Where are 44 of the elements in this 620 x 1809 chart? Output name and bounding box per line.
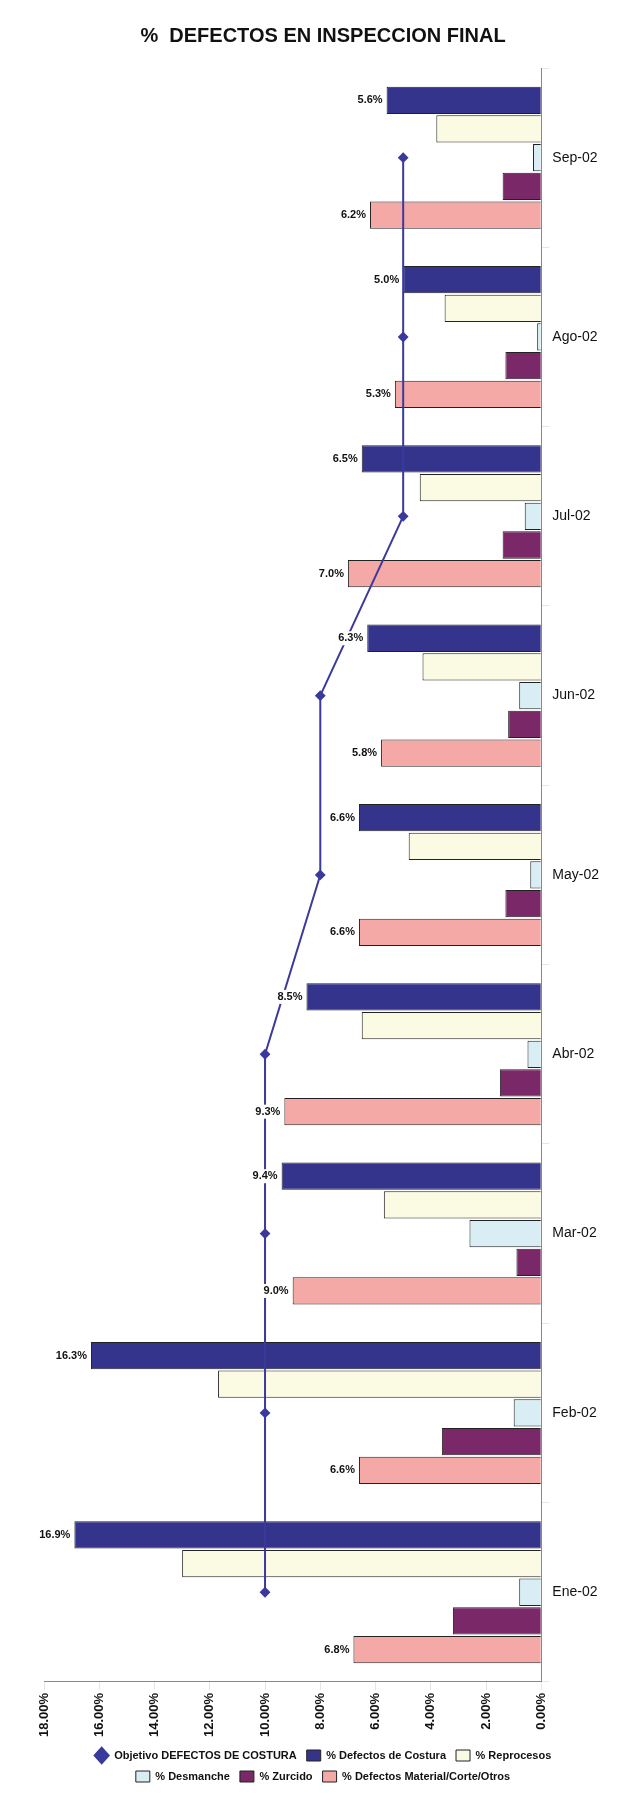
data-label: 8.5% (277, 989, 303, 1002)
data-label: 16.9% (39, 1527, 71, 1540)
data-label: 5.8% (351, 746, 378, 759)
y-tick-label: Jun-02 (552, 686, 596, 703)
data-label: 6.6% (329, 810, 356, 823)
y-tick-label: Abr-02 (552, 1045, 595, 1062)
data-label: 6.5% (332, 451, 358, 464)
y-tick-label: Sep-02 (552, 148, 598, 165)
data-label: 9.3% (255, 1104, 281, 1117)
data-label: 6.6% (329, 1463, 356, 1476)
data-label: 7.0% (318, 566, 345, 579)
legend-label: % Defectos de Costura (326, 1748, 447, 1761)
data-label: 9.0% (263, 1284, 289, 1297)
data-label: 16.3% (55, 1348, 88, 1361)
data-label: 6.8% (324, 1642, 350, 1655)
x-tick-label: 6.00% (367, 1692, 383, 1730)
legend-label: % Defectos Material/Corte/Otros (342, 1769, 511, 1782)
x-tick-label: 12.00% (201, 1692, 217, 1737)
data-label: 6.2% (340, 208, 367, 221)
x-tick-label: 2.00% (477, 1692, 493, 1730)
data-label: 6.6% (329, 925, 356, 938)
x-tick-label: 8.00% (311, 1692, 327, 1730)
x-tick-label: 16.00% (90, 1692, 106, 1737)
data-label: 5.6% (357, 93, 383, 106)
legend-label: % Desmanche (155, 1769, 230, 1782)
y-tick-label: Feb-02 (552, 1403, 597, 1420)
data-label: 5.0% (374, 272, 400, 285)
y-tick-label: Ago-02 (552, 327, 598, 344)
y-tick-label: Ene-02 (552, 1583, 598, 1600)
y-tick-label: Jul-02 (552, 507, 591, 524)
data-label: 6.3% (338, 631, 364, 644)
x-tick-label: 10.00% (256, 1692, 272, 1737)
legend-label: % Zurcido (259, 1769, 313, 1782)
x-tick-label: 14.00% (146, 1692, 162, 1737)
chart-title: % DEFECTOS EN INSPECCION FINAL (140, 23, 506, 46)
data-label: 5.3% (365, 387, 392, 400)
legend-label: % Reprocesos (475, 1748, 552, 1761)
x-tick-label: 18.00% (35, 1692, 51, 1737)
y-tick-label: Mar-02 (552, 1224, 597, 1241)
y-tick-label: May-02 (552, 865, 600, 882)
legend-label: Objetivo DEFECTOS DE COSTURA (114, 1748, 297, 1761)
x-tick-label: 0.00% (532, 1692, 548, 1730)
data-label: 9.4% (252, 1169, 278, 1182)
x-tick-label: 4.00% (422, 1692, 438, 1730)
